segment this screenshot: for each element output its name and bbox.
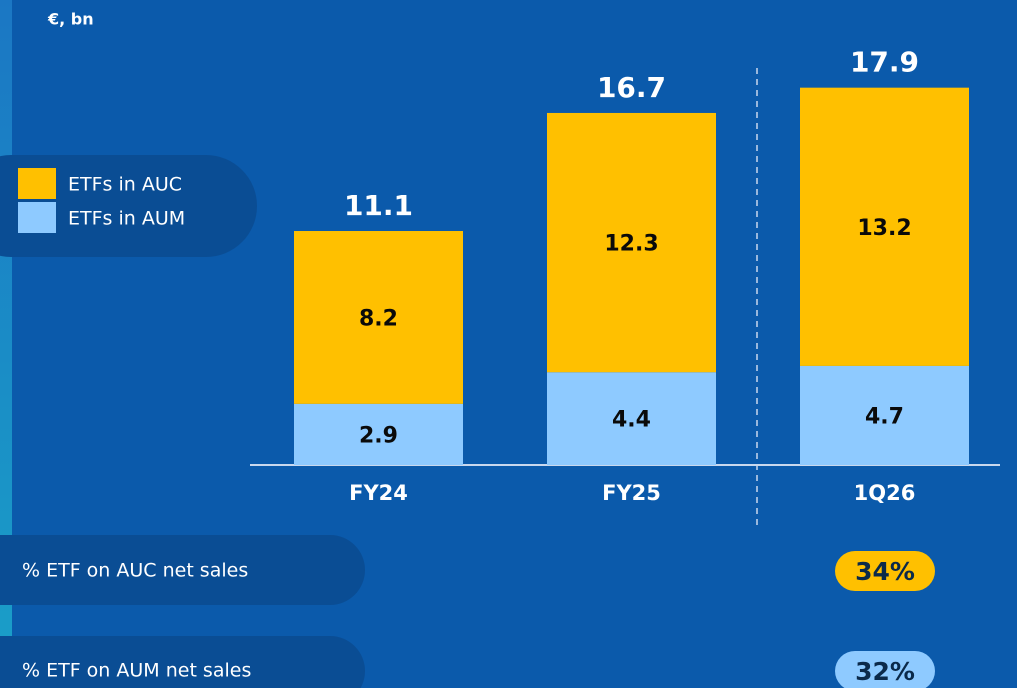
total-label: 16.7 <box>597 71 666 104</box>
x-tick-label: FY25 <box>602 481 661 505</box>
legend-label: ETFs in AUM <box>68 208 185 230</box>
bar-segment <box>294 403 463 465</box>
metric-pill <box>0 636 365 688</box>
metric-badge <box>835 651 935 688</box>
legend-swatch <box>18 168 56 199</box>
segment-label: 8.2 <box>359 306 398 331</box>
segment-label: 12.3 <box>604 232 658 257</box>
bar-segment <box>547 112 716 373</box>
metric-value: 34% <box>855 557 915 586</box>
legend-label: ETFs in AUC <box>68 174 182 196</box>
legend-pill <box>0 155 257 257</box>
metric-value: 32% <box>855 657 915 686</box>
segment-label: 4.7 <box>865 404 904 429</box>
metric-label: % ETF on AUC net sales <box>22 560 248 582</box>
bar-segment <box>800 87 969 366</box>
metric-badge <box>835 551 935 591</box>
segment-label: 2.9 <box>359 423 398 448</box>
x-tick-label: 1Q26 <box>854 481 916 505</box>
segment-label: 4.4 <box>612 408 651 433</box>
total-label: 17.9 <box>850 46 919 79</box>
segment-label: 13.2 <box>857 216 911 241</box>
unit-label: €, bn <box>47 10 94 29</box>
metric-label: % ETF on AUM net sales <box>22 660 251 682</box>
bar-segment <box>547 372 716 465</box>
bar-segment <box>800 365 969 465</box>
legend-swatch <box>18 202 56 233</box>
total-label: 11.1 <box>344 189 413 222</box>
bar-segment <box>294 231 463 404</box>
metric-pill <box>0 535 365 605</box>
x-tick-label: FY24 <box>349 481 408 505</box>
